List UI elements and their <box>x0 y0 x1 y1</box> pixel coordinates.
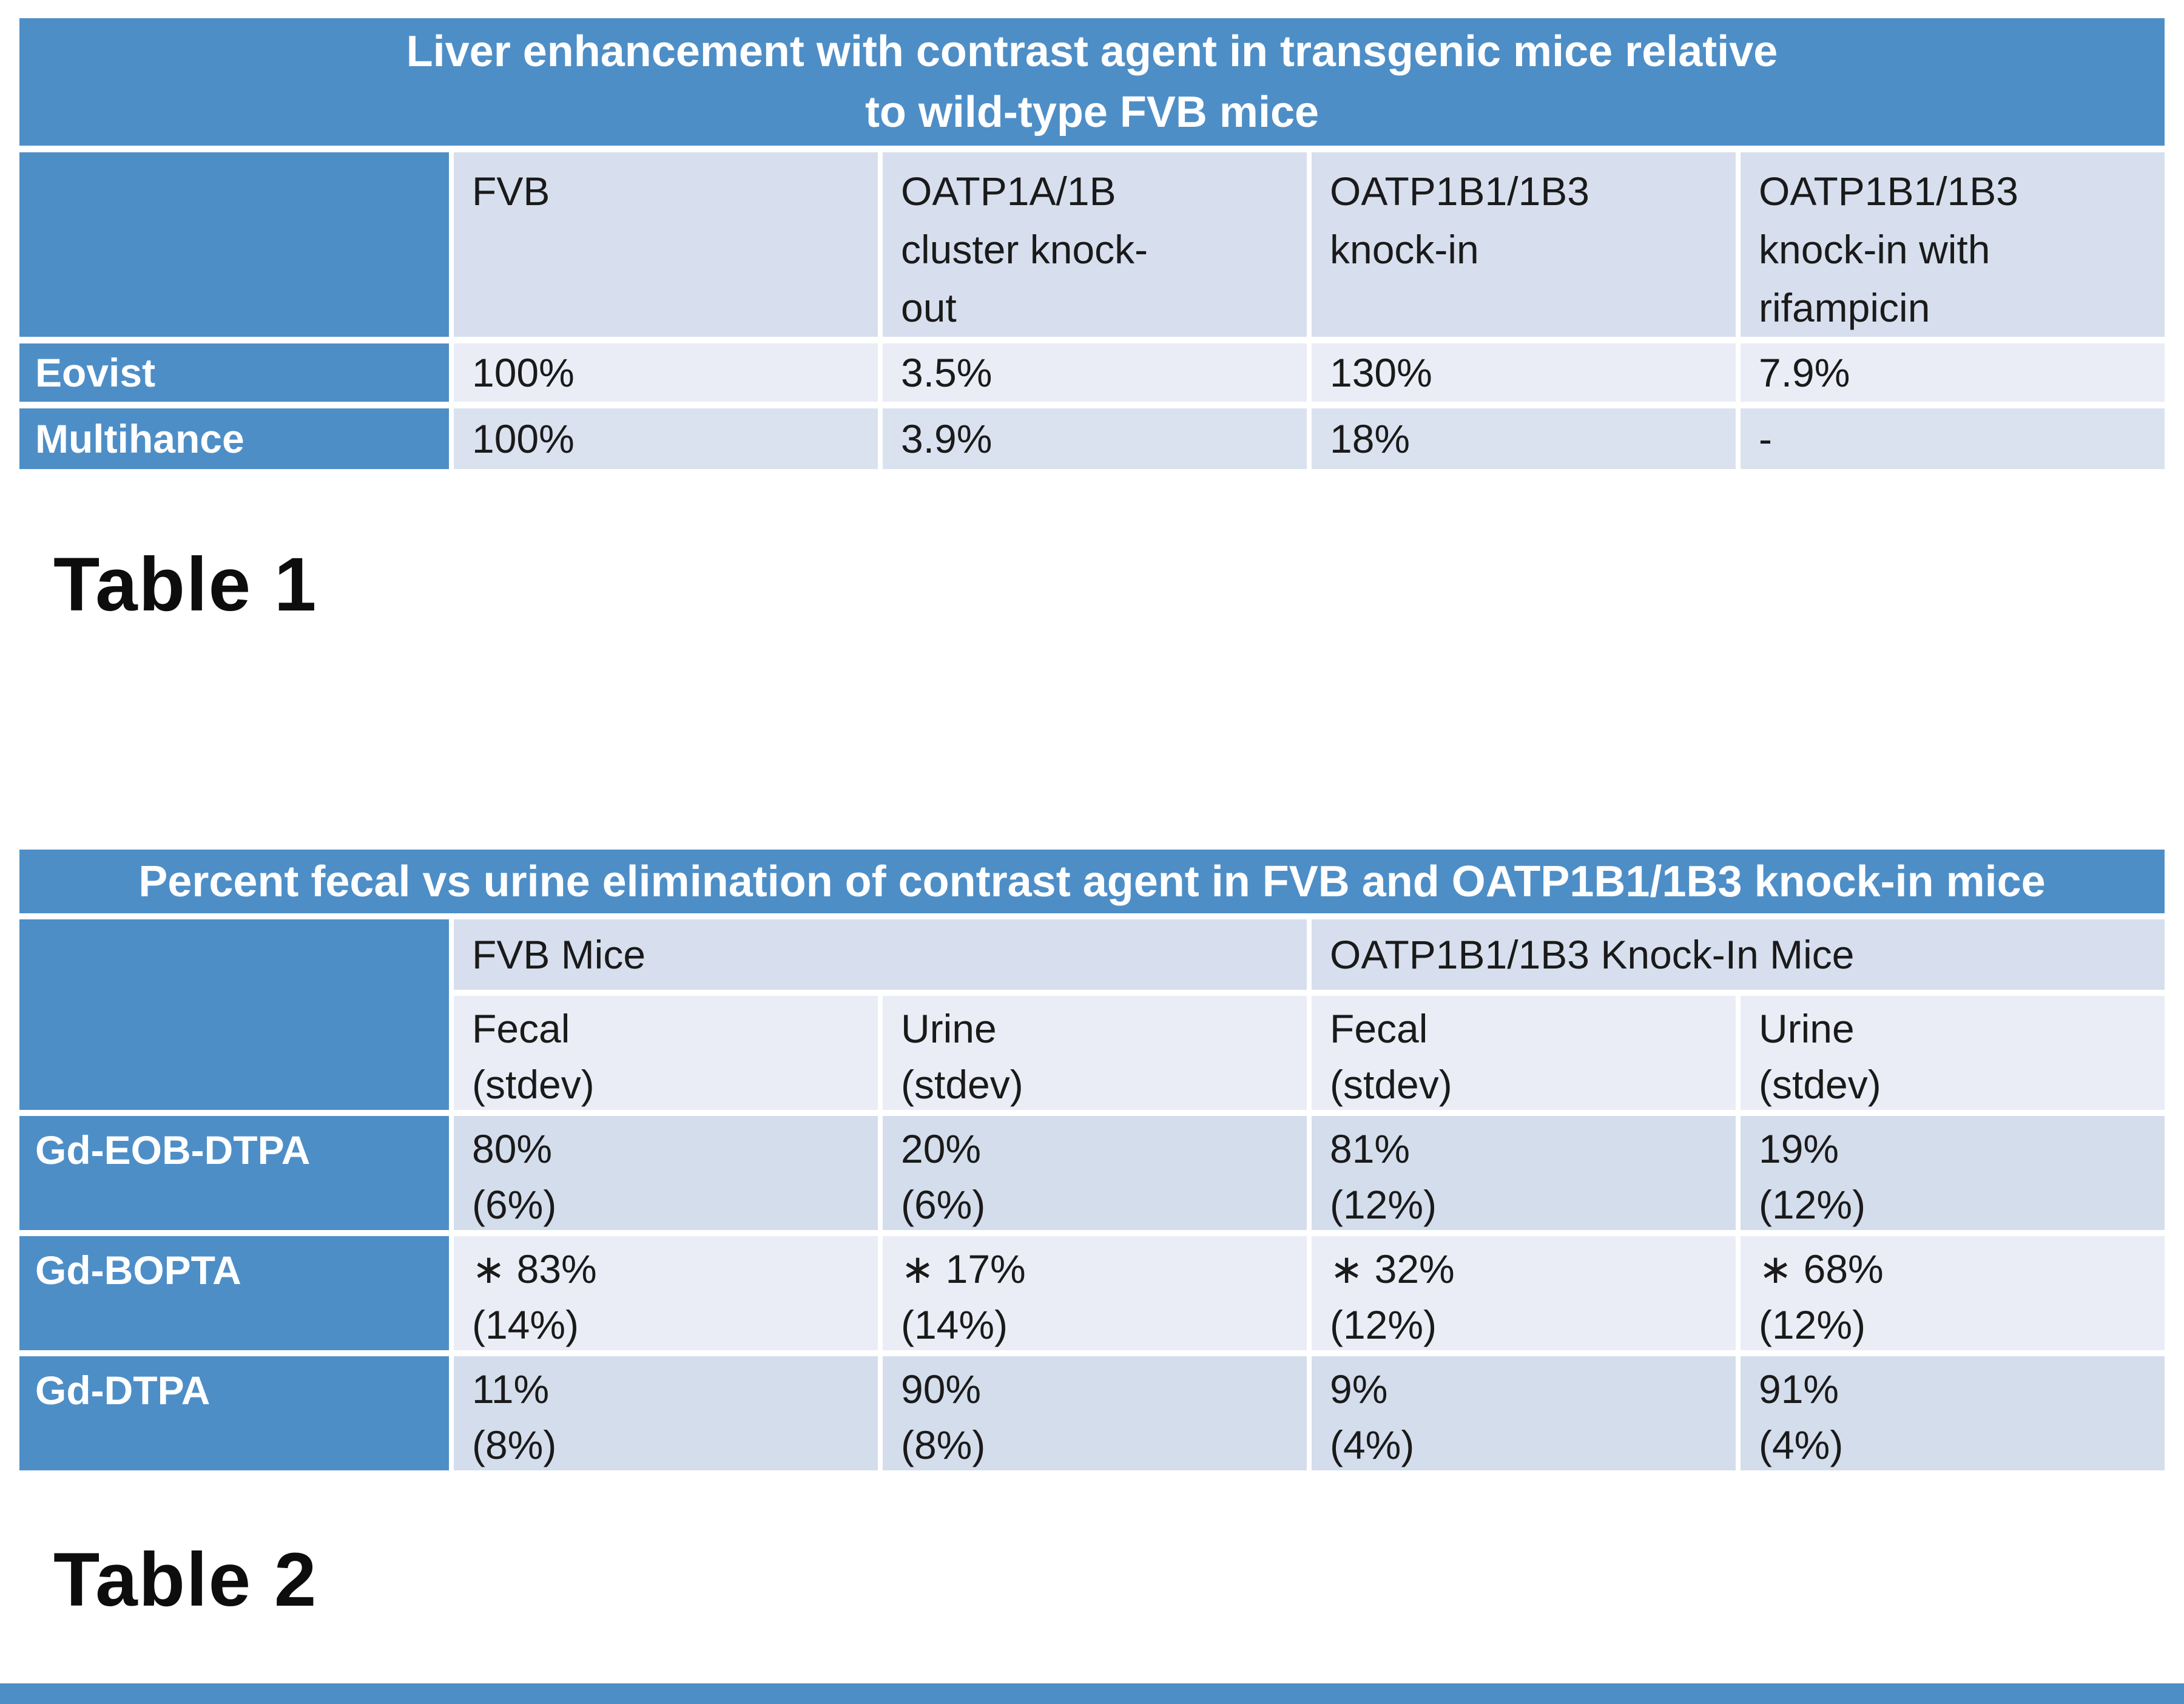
table-liver-enhancement: Liver enhancement with contrast agent in… <box>19 18 2165 469</box>
table1-cell: 3.5% <box>883 343 1307 402</box>
table2-cell: 81% (12%) <box>1312 1116 1736 1230</box>
table2-cell: 20% (6%) <box>883 1116 1307 1230</box>
table2-title: Percent fecal vs urine elimination of co… <box>19 850 2165 913</box>
table2-subheader-fecal: Fecal (stdev) <box>1312 996 1736 1110</box>
table2-row-label-gd-eob-dtpa: Gd-EOB-DTPA <box>19 1116 449 1230</box>
table1-title: Liver enhancement with contrast agent in… <box>19 18 2165 146</box>
table2-row-label-gd-bopta: Gd-BOPTA <box>19 1236 449 1350</box>
table1-col-header-fvb: FVB <box>454 152 878 337</box>
table2-cell: 11% (8%) <box>454 1356 878 1470</box>
table2-cell: 9% (4%) <box>1312 1356 1736 1470</box>
table2-caption: Table 2 <box>53 1538 318 1622</box>
table2-cell: ∗ 83% (14%) <box>454 1236 878 1350</box>
table1-corner-cell <box>19 152 449 337</box>
table1-row-label-eovist: Eovist <box>19 343 449 402</box>
table1-caption: Table 1 <box>53 543 318 627</box>
table1-col-header-rifampicin: OATP1B1/1B3 knock-in with rifampicin <box>1741 152 2165 337</box>
table1-col-header-oatp1a1b: OATP1A/1B cluster knock- out <box>883 152 1307 337</box>
table2-cell: 19% (12%) <box>1741 1116 2165 1230</box>
table1-cell: 100% <box>454 408 878 469</box>
table1-cell: 7.9% <box>1741 343 2165 402</box>
table1-row-label-multihance: Multihance <box>19 408 449 469</box>
table2-cell: 80% (6%) <box>454 1116 878 1230</box>
table2-subheader-urine: Urine (stdev) <box>1741 996 2165 1110</box>
table2-cell: 91% (4%) <box>1741 1356 2165 1470</box>
table1-col-header-knockin: OATP1B1/1B3 knock-in <box>1312 152 1736 337</box>
table2-cell: ∗ 32% (12%) <box>1312 1236 1736 1350</box>
table2-row-label-gd-dtpa: Gd-DTPA <box>19 1356 449 1470</box>
table1-cell: 130% <box>1312 343 1736 402</box>
table2-cell: ∗ 17% (14%) <box>883 1236 1307 1350</box>
table2-group-header-knockin: OATP1B1/1B3 Knock-In Mice <box>1312 919 2165 990</box>
table1-cell: - <box>1741 408 2165 469</box>
table2-subheader-urine: Urine (stdev) <box>883 996 1307 1110</box>
table2-cell: ∗ 68% (12%) <box>1741 1236 2165 1350</box>
table2-subheader-fecal: Fecal (stdev) <box>454 996 878 1110</box>
table2-group-header-fvb: FVB Mice <box>454 919 1307 990</box>
table1-cell: 18% <box>1312 408 1736 469</box>
table-fecal-urine-elimination: Percent fecal vs urine elimination of co… <box>19 850 2165 1470</box>
table2-corner-cell <box>19 919 449 1110</box>
table1-cell: 100% <box>454 343 878 402</box>
table1-cell: 3.9% <box>883 408 1307 469</box>
table2-cell: 90% (8%) <box>883 1356 1307 1470</box>
footer-accent-bar <box>0 1683 2184 1704</box>
